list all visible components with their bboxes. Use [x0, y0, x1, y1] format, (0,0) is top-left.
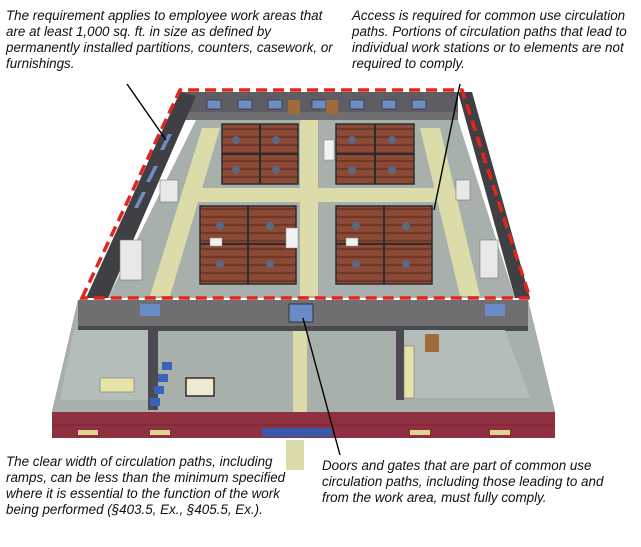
- window-icon: [267, 99, 283, 110]
- cabinet-icon: [119, 179, 499, 281]
- window-icon: [349, 99, 365, 110]
- window-icon: [381, 99, 397, 110]
- work-area: [86, 92, 530, 298]
- window-icon: [206, 99, 222, 110]
- window-icon: [411, 99, 427, 110]
- window-icon: [134, 134, 172, 208]
- door-icon: [326, 100, 338, 114]
- chair-icon: [216, 136, 410, 268]
- window-icon: [311, 99, 327, 110]
- door-icon: [288, 303, 314, 323]
- leader-lines: [126, 83, 461, 456]
- window-icon: [237, 99, 253, 110]
- work-area-boundary: [79, 88, 533, 300]
- door-icon: [288, 100, 300, 114]
- annotation-work-area-size: The requirement applies to employee work…: [6, 8, 333, 71]
- annotation-circulation-paths: Access is required for common use circul…: [352, 8, 627, 71]
- cubicle-cluster: [199, 123, 433, 285]
- door-icon: [425, 334, 439, 352]
- annotation-clear-width: The clear width of circulation paths, in…: [6, 454, 286, 517]
- annotation-doors-and-gates: Doors and gates that are part of common …: [322, 458, 604, 505]
- lower-floor: [60, 300, 530, 470]
